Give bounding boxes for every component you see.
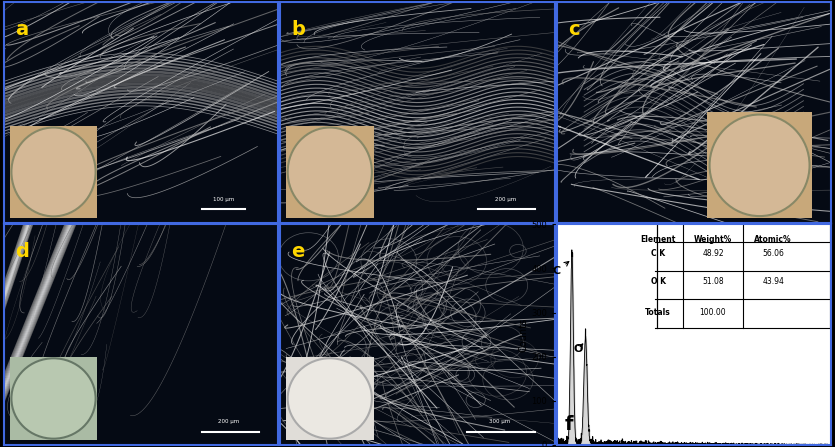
Text: c: c — [568, 20, 579, 39]
Text: Totals: Totals — [645, 308, 671, 317]
Text: 200 μm: 200 μm — [494, 197, 516, 202]
Text: 100 μm: 100 μm — [766, 197, 787, 202]
Text: 43.94: 43.94 — [762, 277, 784, 286]
Text: f: f — [565, 415, 574, 434]
Text: 300 μm: 300 μm — [489, 419, 510, 424]
Text: 100 μm: 100 μm — [213, 197, 234, 202]
Y-axis label: Counts: Counts — [519, 317, 529, 352]
Text: 100.00: 100.00 — [700, 308, 726, 317]
Text: Atomic%: Atomic% — [755, 235, 792, 244]
Text: 200 μm: 200 μm — [218, 419, 240, 424]
Text: d: d — [15, 242, 29, 261]
Text: C K: C K — [651, 249, 665, 257]
Text: Weight%: Weight% — [694, 235, 732, 244]
Text: 51.08: 51.08 — [702, 277, 724, 286]
Text: e: e — [291, 242, 305, 261]
Text: C: C — [553, 261, 569, 276]
Text: O: O — [574, 344, 583, 354]
Text: 56.06: 56.06 — [762, 249, 784, 257]
Text: O K: O K — [650, 277, 665, 286]
Text: a: a — [15, 20, 28, 39]
Text: b: b — [291, 20, 306, 39]
Text: Element: Element — [640, 235, 676, 244]
Text: 48.92: 48.92 — [702, 249, 724, 257]
